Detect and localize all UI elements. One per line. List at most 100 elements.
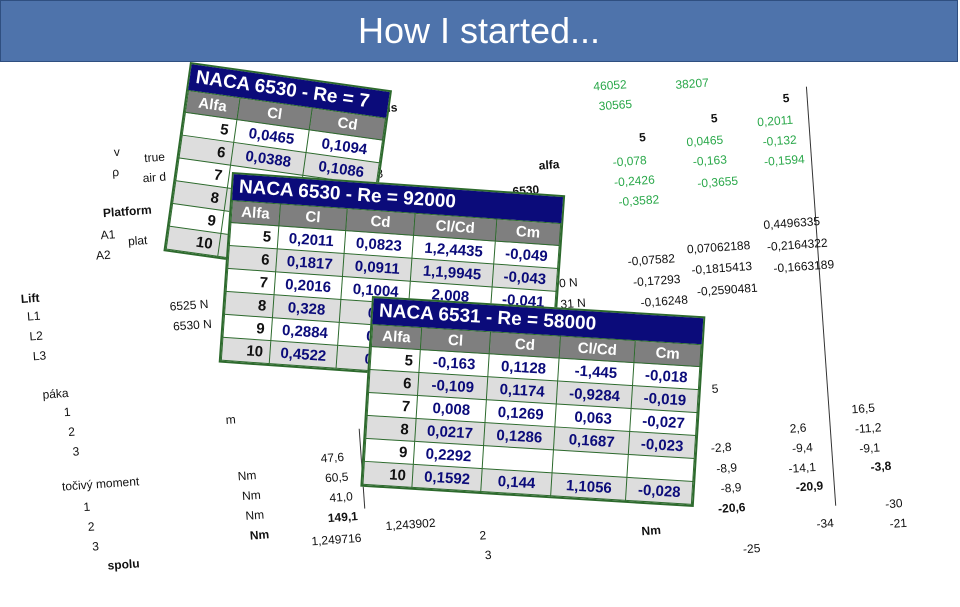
table-cell: 1,1056 (550, 472, 628, 501)
sheet-cell: 3 (91, 539, 100, 554)
sheet-cell: -20,9 (795, 478, 824, 495)
slide: ReynoldsRe1Re2Re3vρtrueair dPlatformA1pl… (0, 0, 960, 573)
sheet-cell: 5 (638, 130, 647, 145)
sheet-cell: -21 (889, 515, 908, 531)
sheet-cell: v (113, 144, 121, 160)
sheet-cell: 41,0 (328, 489, 354, 505)
sheet-cell: 0,4496335 (762, 214, 821, 233)
sheet-cell: 3 (484, 547, 492, 563)
table-cell: 6 (368, 369, 419, 396)
table-cell: 0,144 (481, 468, 552, 496)
table-cell: 0,4522 (268, 340, 338, 369)
sheet-cell: -9,4 (791, 440, 814, 456)
table-cell: 8 (365, 415, 416, 442)
sheet-cell: L2 (28, 328, 44, 344)
sheet-cell: 0,2011 (756, 112, 794, 130)
table-cell: 9 (222, 314, 272, 341)
table-cell: -0,028 (625, 477, 693, 505)
sheet-cell: 6525 N (169, 296, 209, 314)
sheet-cell: L1 (26, 308, 41, 324)
sheet-cell: -14,1 (788, 459, 817, 476)
sheet-cell: Nm (641, 522, 662, 539)
table-cell: 5 (229, 222, 279, 249)
sheet-cell: spolu (107, 556, 141, 573)
sheet-cell: -0,07582 (627, 251, 676, 269)
sheet-cell: 2,6 (789, 420, 807, 436)
sheet-cell: 60,5 (324, 469, 349, 486)
sheet-cell: -0,16248 (640, 292, 689, 310)
sheet-cell: -0,078 (612, 153, 648, 170)
sheet-cell: -20,6 (717, 500, 746, 516)
sheet-cell: -0,2164322 (766, 235, 829, 254)
table-cell: 7 (367, 392, 418, 419)
sheet-cell: A2 (95, 247, 112, 263)
sheet-cell: 5 (710, 111, 719, 126)
table-cell: 0,1592 (411, 464, 483, 492)
data-table: NACA 6531 - Re = 58000 Alfa Cl Cd Cl/Cd Cm 5 -0… (360, 296, 706, 508)
table: Alfa Cl Cd Cl/Cd Cm 5 -0,163 0,1128 -1,445 -0,018… (362, 324, 702, 505)
sheet-cell: 2 (67, 424, 76, 440)
sheet-cell: -25 (742, 541, 761, 557)
sheet-cell: -11,2 (854, 420, 882, 437)
sheet-cell: 3 (72, 444, 80, 459)
sheet-cell: alfa (538, 157, 560, 173)
sheet-cell: 16,5 (851, 400, 876, 417)
sheet-cell: 5 (711, 381, 719, 397)
sheet-cell: Nm (241, 487, 262, 504)
sheet-cell: 6530 N (172, 316, 213, 334)
slide-title: How I started... (357, 10, 601, 51)
sheet-cell: -8,9 (720, 480, 742, 496)
sheet-cell: 46052 (592, 77, 628, 94)
sheet-cell: 149,1 (327, 509, 359, 526)
sheet-cell: 0,0465 (686, 132, 724, 150)
sheet-cell: 1 (82, 499, 91, 515)
sheet-cell: plat (127, 233, 148, 249)
column-header: Alfa (371, 324, 422, 350)
sheet-cell: 0 N (558, 275, 579, 291)
sheet-cell: -0,1663189 (773, 257, 835, 276)
sheet-cell: -8,9 (715, 460, 738, 476)
sheet-cell: -0,3655 (696, 173, 739, 191)
sheet-cell: 0,07062188 (686, 238, 751, 257)
sheet-cell: 2 (478, 528, 487, 543)
table-cell: 10 (362, 461, 414, 488)
sheet-cell: Nm (237, 468, 257, 484)
sheet-cell: točivý moment (61, 474, 140, 494)
sheet-cell: -0,163 (692, 152, 728, 169)
sheet-cell: 30565 (598, 96, 633, 114)
table-cell: 6 (227, 245, 277, 272)
sheet-cell: -30 (884, 496, 904, 512)
sheet-cell: 1,243902 (385, 515, 436, 534)
table-cell: 10 (221, 337, 271, 364)
sheet-cell: -9,1 (858, 440, 881, 456)
table-cell: 7 (226, 268, 276, 295)
sheet-cell: -0,2426 (613, 172, 656, 190)
sheet-cell: -3,8 (870, 458, 892, 475)
sheet-cell: 1 (63, 404, 71, 420)
sheet-cell: 47,6 (320, 449, 345, 466)
sheet-cell: -0,17293 (632, 271, 681, 290)
sheet-cell: ρ (111, 164, 120, 180)
sheet-cell: m (225, 412, 237, 428)
sheet-cell: -0,2590481 (696, 280, 759, 299)
sheet-cell: Nm (244, 507, 265, 523)
sheet-cell: -34 (815, 515, 835, 532)
sheet-cell: Lift (20, 290, 40, 307)
sheet-cell: true (143, 149, 166, 166)
sheet-cell: 2 (87, 519, 96, 534)
sheet-cell: -0,1594 (763, 152, 806, 169)
sheet-cell: -0,1815413 (690, 258, 753, 278)
sheet-cell: Platform (102, 202, 153, 221)
sheet-cell: A1 (100, 227, 116, 243)
sheet-cell: Nm (249, 527, 270, 543)
sheet-cell: air d (142, 169, 167, 186)
title-bar: How I started... (0, 0, 958, 62)
sheet-cell: páka (42, 385, 69, 402)
sheet-cell: -0,132 (762, 132, 798, 149)
sheet-cell: 38207 (674, 75, 710, 92)
sheet-cell: 5 (782, 90, 790, 106)
sheet-cell: -2,8 (710, 439, 733, 456)
sheet-cell: L3 (32, 348, 47, 364)
sheet-cell: -0,3582 (618, 192, 660, 210)
table-cell: 9 (364, 438, 415, 465)
